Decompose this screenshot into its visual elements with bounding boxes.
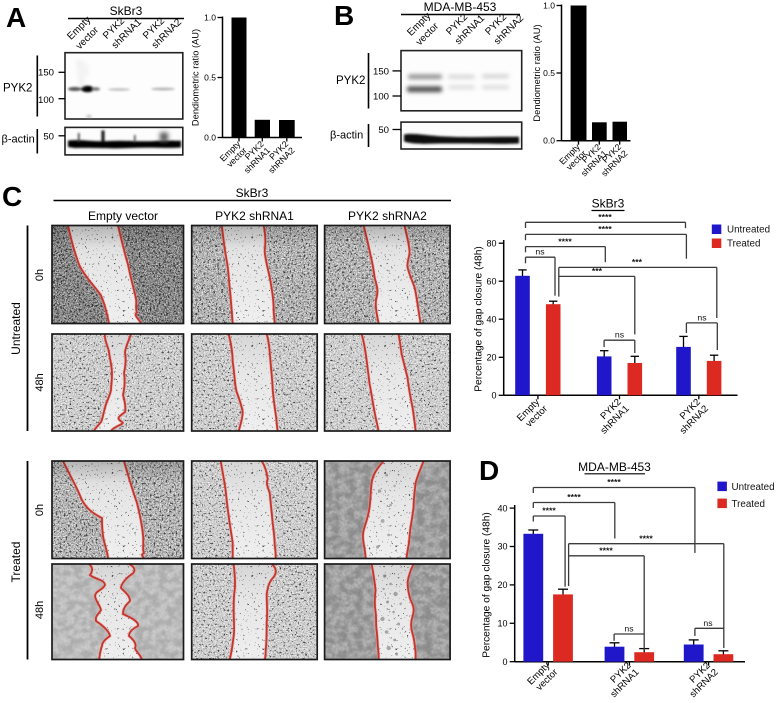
svg-text:Untreated: Untreated [727, 225, 770, 236]
svg-text:0: 0 [502, 657, 507, 667]
svg-text:MDA-MB-453: MDA-MB-453 [578, 460, 651, 474]
svg-text:D: D [479, 455, 499, 486]
svg-text:****: **** [599, 546, 613, 556]
svg-text:50: 50 [378, 125, 389, 136]
svg-text:150: 150 [38, 68, 54, 79]
svg-text:48h: 48h [34, 373, 46, 391]
svg-text:ns: ns [615, 330, 625, 340]
svg-text:20: 20 [497, 580, 507, 590]
svg-text:****: **** [607, 477, 621, 487]
svg-text:30: 30 [497, 542, 507, 552]
svg-text:Treated: Treated [732, 499, 765, 510]
svg-text:0.0: 0.0 [543, 136, 555, 146]
svg-text:Dendiometric ratio (AU): Dendiometric ratio (AU) [191, 29, 201, 126]
svg-text:0.5: 0.5 [543, 68, 555, 78]
svg-text:***: *** [592, 266, 603, 276]
svg-text:100: 100 [373, 92, 389, 103]
svg-text:PYK2 shRNA1: PYK2 shRNA1 [215, 209, 294, 223]
svg-text:***: *** [632, 257, 643, 267]
svg-text:PYK2 shRNA2: PYK2 shRNA2 [348, 209, 427, 223]
svg-text:SkBr3: SkBr3 [592, 197, 625, 211]
svg-text:SkBr3: SkBr3 [236, 186, 269, 200]
svg-text:10: 10 [497, 619, 507, 629]
svg-text:****: **** [542, 506, 556, 516]
svg-text:150: 150 [373, 66, 389, 77]
svg-text:B: B [334, 0, 354, 31]
svg-text:Untreated: Untreated [9, 302, 23, 355]
svg-text:β-actin: β-actin [330, 130, 363, 142]
svg-text:40: 40 [486, 314, 496, 324]
svg-text:40: 40 [497, 503, 507, 513]
svg-text:48h: 48h [34, 601, 46, 619]
svg-text:PYK2: PYK2 [336, 75, 365, 87]
svg-text:ns: ns [624, 624, 634, 634]
svg-text:****: **** [598, 212, 612, 222]
svg-text:20: 20 [486, 353, 496, 363]
svg-text:1.0: 1.0 [543, 1, 555, 11]
svg-text:ns: ns [697, 312, 707, 322]
svg-text:β-actin: β-actin [2, 134, 35, 146]
svg-text:SkBr3: SkBr3 [110, 4, 143, 18]
svg-text:Empty vector: Empty vector [88, 209, 158, 223]
svg-text:Dendiometric ratio (AU): Dendiometric ratio (AU) [532, 24, 542, 121]
svg-text:PYK2: PYK2 [3, 83, 32, 95]
svg-text:MDA-MB-453: MDA-MB-453 [424, 0, 497, 14]
svg-text:Percentage of gap closure (48h: Percentage of gap closure (48h) [474, 246, 485, 392]
svg-text:0.5: 0.5 [204, 73, 216, 83]
svg-text:80: 80 [486, 238, 496, 248]
svg-text:****: **** [558, 236, 572, 246]
svg-text:50: 50 [43, 132, 54, 143]
svg-text:****: **** [598, 224, 612, 234]
svg-text:C: C [2, 181, 22, 212]
svg-text:****: **** [639, 533, 653, 543]
svg-text:ns: ns [703, 618, 713, 628]
svg-text:0h: 0h [34, 269, 46, 281]
svg-text:0.0: 0.0 [204, 133, 216, 143]
svg-text:Percentage of gap closure (48h: Percentage of gap closure (48h) [482, 512, 493, 658]
svg-text:100: 100 [38, 95, 54, 106]
svg-text:Treated: Treated [9, 542, 23, 583]
svg-text:1.0: 1.0 [204, 13, 216, 23]
svg-text:A: A [6, 2, 26, 33]
svg-text:****: **** [567, 492, 581, 502]
svg-text:ns: ns [535, 247, 545, 257]
svg-text:Treated: Treated [727, 239, 760, 250]
svg-text:0h: 0h [34, 504, 46, 516]
svg-text:0: 0 [491, 391, 496, 401]
svg-text:Emptyvector: Emptyvector [218, 138, 249, 169]
svg-text:Untreated: Untreated [732, 482, 775, 493]
svg-text:60: 60 [486, 276, 496, 286]
